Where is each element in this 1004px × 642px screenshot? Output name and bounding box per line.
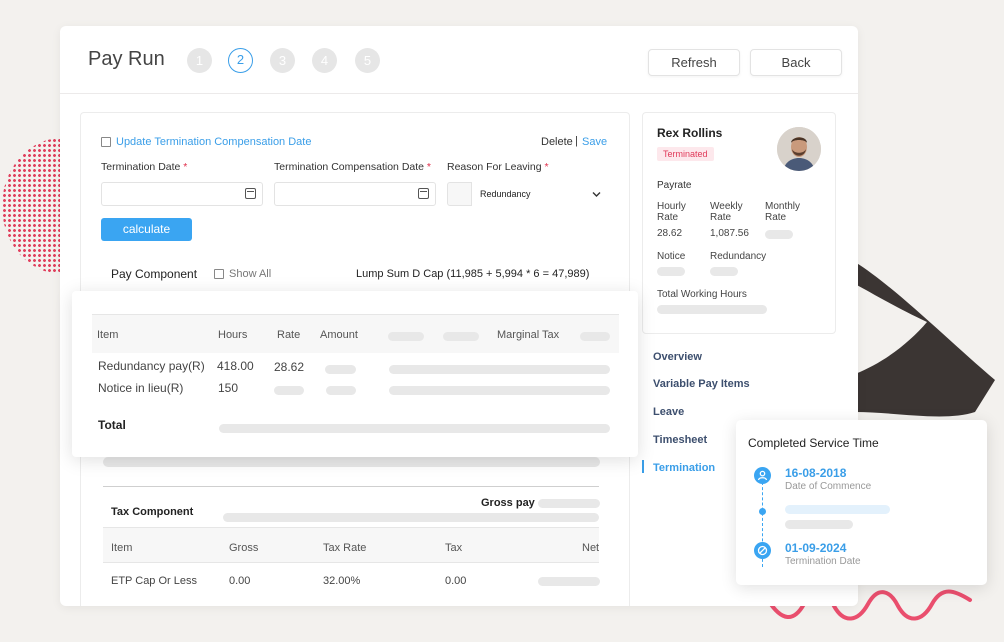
- step-1[interactable]: 1: [187, 48, 212, 73]
- total-label: Total: [98, 418, 126, 432]
- col-item: Item: [97, 329, 119, 341]
- amount-placeholder: [326, 386, 356, 395]
- compensation-date-label: Termination Compensation Date *: [274, 161, 432, 173]
- total-hours-placeholder: [657, 305, 767, 314]
- nav-termination[interactable]: Termination: [653, 462, 716, 474]
- col-hours: Hours: [218, 329, 248, 341]
- reason-label: Reason For Leaving *: [447, 161, 549, 173]
- rate-placeholder: [274, 386, 304, 395]
- col-amount: Amount: [320, 329, 358, 341]
- employee-name: Rex Rollins: [657, 126, 723, 140]
- weekly-rate-value: 1,087.56: [710, 228, 749, 239]
- col-item: Item: [111, 542, 133, 554]
- amount-placeholder: [325, 365, 356, 374]
- update-compensation-checkbox[interactable]: [101, 137, 111, 147]
- pay-table-header: Item Hours Rate Amount Marginal Tax: [92, 314, 619, 353]
- hourly-rate-value: 28.62: [657, 228, 683, 239]
- termination-date-field[interactable]: [101, 182, 263, 206]
- nav-variable-pay-items[interactable]: Variable Pay Items: [653, 378, 750, 390]
- redundancy-placeholder: [710, 267, 738, 276]
- back-button[interactable]: Back: [750, 49, 842, 76]
- nav-leave[interactable]: Leave: [653, 406, 685, 418]
- tax-component-section: Tax Component Gross pay Item Gross Tax R…: [103, 486, 600, 606]
- commence-date: 16-08-2018: [785, 466, 847, 480]
- payrate-label: Payrate: [657, 180, 692, 191]
- termination-icon: [754, 542, 771, 559]
- nav-overview[interactable]: Overview: [653, 351, 702, 363]
- step-4[interactable]: 4: [312, 48, 337, 73]
- column-placeholder: [388, 332, 424, 341]
- column-placeholder: [443, 332, 479, 341]
- chevron-down-icon: [592, 192, 601, 197]
- monthly-rate-placeholder: [765, 230, 793, 239]
- show-all-checkbox[interactable]: [214, 269, 224, 279]
- col-net: Net: [582, 542, 600, 554]
- row-placeholder: [389, 365, 610, 374]
- page-title: Pay Run: [88, 48, 165, 70]
- net-value-placeholder: [538, 577, 600, 586]
- compensation-date-field[interactable]: [274, 182, 436, 206]
- tax-component-title: Tax Component: [111, 506, 194, 518]
- timeline-midpoint: [759, 508, 766, 515]
- commence-label: Date of Commence: [785, 481, 872, 492]
- monthly-rate-label: Monthly Rate: [765, 201, 801, 223]
- placeholder-bar: [223, 513, 599, 522]
- calendar-icon[interactable]: [418, 188, 429, 199]
- calculate-button[interactable]: calculate: [101, 218, 192, 241]
- placeholder-bar: [103, 457, 600, 467]
- step-2[interactable]: 2: [228, 48, 253, 73]
- col-rate: Rate: [277, 329, 301, 341]
- col-marginal-tax: Marginal Tax: [497, 329, 560, 341]
- col-tax-rate: Tax Rate: [323, 542, 367, 554]
- employee-profile-card: Rex Rollins Terminated Payrate Hourly Ra…: [642, 112, 836, 334]
- gross-pay-value-placeholder: [538, 499, 600, 508]
- reason-value: Redundancy: [480, 189, 531, 199]
- total-placeholder: [219, 424, 610, 433]
- delete-link[interactable]: Delete: [541, 136, 573, 148]
- refresh-button[interactable]: Refresh: [648, 49, 740, 76]
- col-tax: Tax: [445, 542, 463, 554]
- service-time-card: Completed Service Time 16-08-2018 Date o…: [736, 420, 987, 585]
- decorative-dark-shape: [855, 262, 995, 417]
- gross-pay-label: Gross pay: [481, 497, 535, 509]
- panel-header: Pay Run 1 2 3 4 5 Refresh Back: [60, 26, 858, 94]
- step-5[interactable]: 5: [355, 48, 380, 73]
- pay-component-table: Item Hours Rate Amount Marginal Tax Redu…: [72, 291, 638, 457]
- timeline-line: [762, 482, 763, 567]
- nav-active-indicator: [642, 460, 644, 473]
- notice-label: Notice: [657, 251, 686, 262]
- status-badge: Terminated: [657, 147, 714, 161]
- termination-date-label: Termination Date: [785, 556, 861, 567]
- show-all-label[interactable]: Show All: [229, 268, 272, 280]
- tax-table-header: Item Gross Tax Rate Tax Net: [103, 527, 599, 563]
- action-separator: |: [575, 135, 578, 147]
- total-hours-label: Total Working Hours: [657, 289, 747, 300]
- lump-sum-text: Lump Sum D Cap (11,985 + 5,994 * 6 = 47,…: [356, 268, 590, 280]
- redundancy-label: Redundancy: [710, 251, 767, 262]
- commence-icon: [754, 467, 771, 484]
- row-placeholder: [389, 386, 610, 395]
- notice-placeholder: [657, 267, 685, 276]
- weekly-rate-label: Weekly Rate: [710, 201, 743, 223]
- duration-placeholder: [785, 505, 890, 514]
- nav-timesheet[interactable]: Timesheet: [653, 434, 708, 446]
- service-time-title: Completed Service Time: [748, 436, 879, 450]
- termination-date-label: Termination Date *: [101, 161, 188, 173]
- hourly-rate-label: Hourly Rate: [657, 201, 686, 223]
- termination-date: 01-09-2024: [785, 541, 847, 555]
- step-3[interactable]: 3: [270, 48, 295, 73]
- duration-placeholder: [785, 520, 853, 529]
- update-compensation-label[interactable]: Update Termination Compensation Date: [116, 136, 312, 148]
- reason-select[interactable]: Redundancy: [447, 182, 609, 206]
- avatar: [777, 127, 821, 171]
- save-link[interactable]: Save: [582, 136, 608, 148]
- pay-component-title: Pay Component: [111, 267, 198, 281]
- calendar-icon[interactable]: [245, 188, 256, 199]
- col-gross: Gross: [229, 542, 259, 554]
- column-placeholder: [580, 332, 610, 341]
